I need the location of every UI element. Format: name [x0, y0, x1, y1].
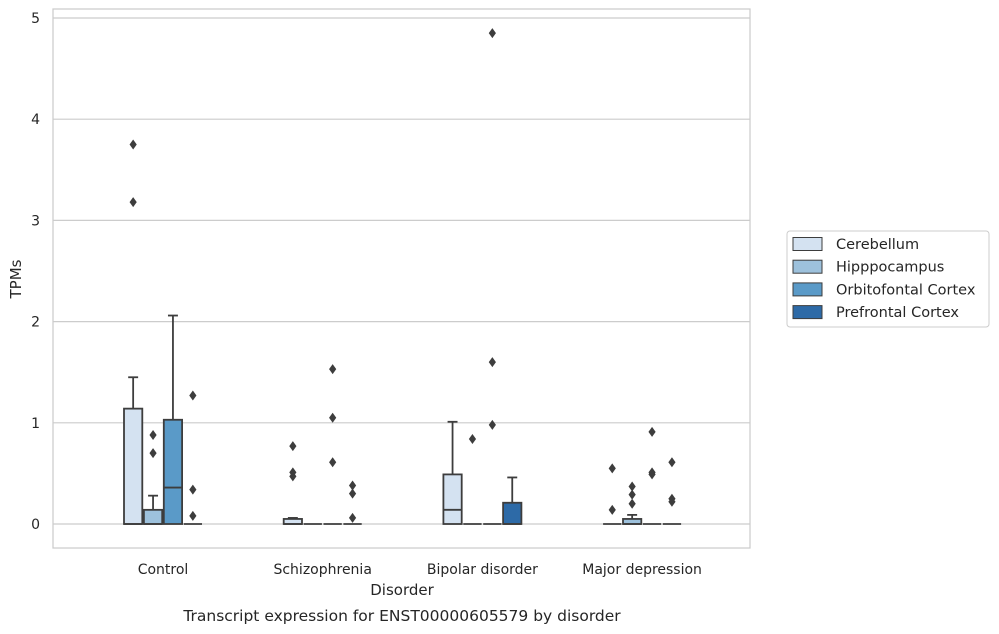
chart-caption: Transcript expression for ENST0000060557…: [182, 607, 621, 625]
box-plot: [343, 480, 362, 525]
y-tick-label: 4: [31, 112, 40, 128]
x-tick-label: Bipolar disorder: [427, 562, 538, 578]
outlier-point: [289, 441, 297, 452]
outlier-point: [329, 457, 337, 468]
box-body: [442, 473, 463, 525]
box-plot: [642, 426, 662, 525]
outlier-point: [668, 457, 676, 468]
outlier-point: [189, 510, 197, 521]
outlier-point: [608, 463, 616, 474]
outlier-point: [189, 390, 197, 401]
y-tick-label: 3: [31, 213, 40, 229]
outlier-point: [348, 480, 357, 491]
box-plot: [282, 441, 303, 525]
box-body: [162, 418, 184, 525]
box-body: [142, 508, 164, 525]
plot-area: [53, 9, 750, 548]
outlier-point: [329, 364, 337, 375]
outlier-point: [668, 496, 676, 507]
outlier-point: [348, 488, 357, 499]
outlier-point: [189, 484, 197, 495]
outlier-point: [129, 197, 137, 208]
outlier-point: [648, 426, 656, 437]
outlier-point: [608, 504, 616, 515]
outlier-point: [628, 481, 636, 492]
box-body: [123, 407, 144, 525]
legend-swatch: [792, 282, 823, 297]
box-plot: [502, 476, 523, 525]
x-axis-label: Disorder: [370, 581, 434, 599]
x-tick-label: Control: [138, 562, 189, 578]
outlier-point: [129, 139, 137, 150]
outlier-point: [329, 412, 337, 423]
y-axis-label: TPMs: [7, 259, 25, 299]
legend-swatch: [792, 237, 823, 251]
box-plot: [662, 457, 682, 525]
outlier-point: [149, 429, 157, 440]
box-plot: [123, 139, 144, 525]
legend-swatch: [792, 259, 823, 274]
outlier-point: [648, 469, 656, 480]
box-plot: [442, 420, 463, 525]
x-tick-label: Major depression: [582, 562, 702, 578]
outlier-point: [289, 471, 297, 482]
series-orbitofontal-cortex: [162, 28, 662, 525]
y-tick-label: 1: [31, 416, 40, 432]
legend-label: Prefrontal Cortex: [836, 305, 959, 321]
outlier-point: [488, 419, 496, 430]
box-plot: [622, 481, 643, 525]
legend-swatch: [792, 305, 823, 320]
box-body: [502, 501, 523, 525]
box-plot: [142, 429, 164, 525]
y-tick-label: 2: [31, 315, 40, 331]
outlier-point: [488, 357, 496, 368]
outlier-point: [149, 448, 157, 459]
legend-label: Hipppocampus: [836, 260, 944, 276]
outlier-point: [628, 489, 636, 500]
legend-frame: [786, 230, 990, 328]
y-tick-labels: 0 1 2 3 4 5: [31, 11, 40, 533]
box-plot: [463, 433, 482, 525]
x-tick-label: Schizophrenia: [273, 562, 371, 578]
box-plot: [183, 390, 202, 525]
outlier-point: [468, 433, 477, 444]
box-plot: [483, 28, 502, 525]
plot-frame: [52, 8, 751, 549]
legend-label: Orbitofontal Cortex: [836, 282, 976, 298]
box-plot: [603, 463, 622, 525]
series-prefrontal-cortex: [183, 390, 682, 525]
outlier-point: [628, 498, 636, 509]
box-plot: [323, 364, 342, 525]
series-hipppocampus: [142, 429, 643, 525]
x-tick-labels: Control Schizophrenia Bipolar disorder Majo…: [138, 562, 702, 578]
box-plot: [162, 314, 184, 525]
series-cerebellum: [123, 139, 622, 525]
outlier-point: [488, 28, 496, 39]
y-tick-label: 5: [31, 11, 40, 27]
box-series: [123, 28, 682, 525]
outlier-point: [348, 512, 357, 523]
legend: Cerebellum Hipppocampus Orbitofontal Corte…: [786, 230, 990, 328]
y-tick-label: 0: [31, 517, 40, 533]
legend-label: Cerebellum: [836, 237, 919, 253]
